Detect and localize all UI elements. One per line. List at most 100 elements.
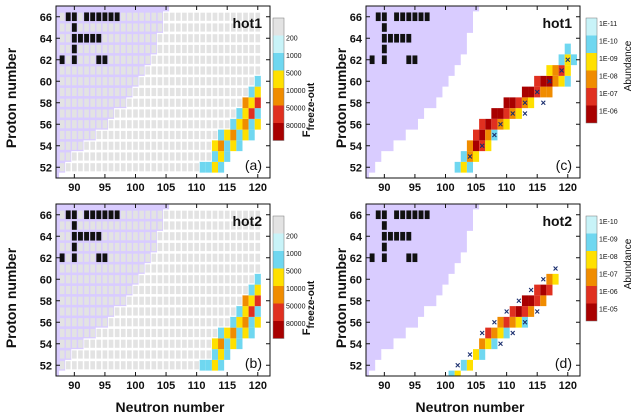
grid-cell: [139, 253, 144, 262]
grid-cell: [120, 34, 126, 43]
data-cell: [224, 151, 231, 162]
grid-cell: [90, 44, 96, 54]
data-cell: [564, 65, 571, 76]
grid-cell: [175, 264, 181, 273]
grid-cell: [212, 307, 218, 316]
grid-cell: [237, 44, 242, 54]
grid-cell: [65, 120, 71, 129]
grid-cell: [65, 77, 71, 86]
grid-cell: [65, 339, 71, 348]
grid-cell: [157, 221, 163, 230]
grid-cell: [72, 98, 77, 107]
grid-cell: [78, 152, 83, 161]
colorbar-label: 200: [286, 36, 298, 43]
grid-cell: [230, 275, 236, 284]
grid-cell: [200, 253, 206, 262]
colorbar-title: Abundance: [623, 40, 634, 91]
grid-cell: [163, 275, 169, 284]
data-cell: [254, 118, 261, 130]
grid-cell: [188, 328, 193, 338]
y-axis-title-top-right: Proton number: [333, 47, 349, 148]
grid-cell: [224, 120, 230, 129]
grid-cell: [151, 328, 157, 338]
grid-cell: [102, 296, 108, 305]
cross-marker: [479, 330, 485, 336]
y-tick-label: 60: [40, 274, 52, 286]
data-cell: [466, 359, 473, 371]
grid-cell: [72, 318, 77, 327]
grid-cell: [84, 44, 89, 54]
grid-cell: [114, 253, 120, 262]
grid-cell: [206, 221, 212, 230]
grid-cell: [163, 350, 169, 359]
data-cell: [454, 370, 461, 376]
grid-cell: [212, 253, 218, 262]
grid-cell: [139, 44, 144, 54]
grid-cell: [108, 55, 114, 64]
grid-cell: [194, 296, 199, 305]
colorbar-segment: [273, 18, 284, 36]
grid-cell: [206, 55, 212, 64]
grid-cell: [59, 12, 65, 21]
grid-cell: [249, 34, 254, 43]
grid-cell: [65, 55, 71, 64]
grid-cell: [224, 109, 230, 118]
grid-cell: [78, 307, 83, 316]
y-tick-label: 64: [40, 231, 53, 243]
grid-cell: [108, 130, 114, 140]
cross-marker: [510, 330, 516, 336]
cross-stroke: [504, 309, 509, 314]
grid-cell: [78, 339, 83, 348]
grid-cell: [200, 285, 206, 295]
grid-cell: [78, 130, 83, 140]
grid-cell: [212, 264, 218, 273]
grid-cell: [120, 66, 126, 75]
grid-cell: [188, 34, 193, 43]
grid-cell: [59, 141, 65, 150]
cross-stroke: [492, 132, 497, 138]
grid-cell: [120, 350, 126, 359]
grid-cell: [169, 87, 175, 97]
grid-cell: [120, 307, 126, 316]
grid-cell: [84, 141, 89, 150]
colorbar-segment: [273, 123, 284, 141]
grid-cell: [114, 361, 120, 370]
grid-cell: [145, 66, 151, 75]
grid-cell: [78, 296, 83, 305]
grid-cell: [218, 242, 224, 252]
grid-cell: [151, 44, 157, 54]
cross-marker: [540, 276, 546, 282]
grid-cell: [133, 232, 138, 241]
grid-cell: [78, 55, 83, 64]
grid-cell: [194, 350, 199, 359]
grid-cell: [212, 210, 218, 219]
grid-cell: [206, 275, 212, 284]
grid-cell: [237, 98, 242, 107]
grid-cell: [120, 361, 126, 370]
grid-cell: [175, 307, 181, 316]
grid-cell: [114, 44, 120, 54]
grid-cell: [65, 141, 71, 150]
grid-cell: [194, 87, 199, 97]
grid-cell: [212, 285, 218, 295]
grid-cell: [59, 307, 65, 316]
grid-cell: [59, 87, 65, 97]
grid-cell: [182, 264, 187, 273]
grid-cell: [114, 23, 120, 32]
data-cell: [509, 97, 516, 109]
grid-cell: [96, 163, 102, 172]
stable-nuclide: [381, 44, 387, 54]
data-cell: [242, 97, 249, 109]
colorbar-segment: [586, 251, 597, 269]
panel-d: 90 95 100 105 110 115 120 52 54 56 58 60 62 64 66 hot2 (…: [350, 203, 634, 392]
grid-cell: [163, 120, 169, 129]
grid-cell: [163, 264, 169, 273]
grid-cell: [255, 23, 261, 32]
colorbar-label: 5000: [286, 71, 302, 78]
grid-cell: [200, 275, 206, 284]
grid-cell: [145, 87, 151, 97]
grid-cell: [108, 152, 114, 161]
grid-cell: [151, 232, 157, 241]
grid-cell: [237, 242, 242, 252]
grid-cell: [84, 23, 89, 32]
